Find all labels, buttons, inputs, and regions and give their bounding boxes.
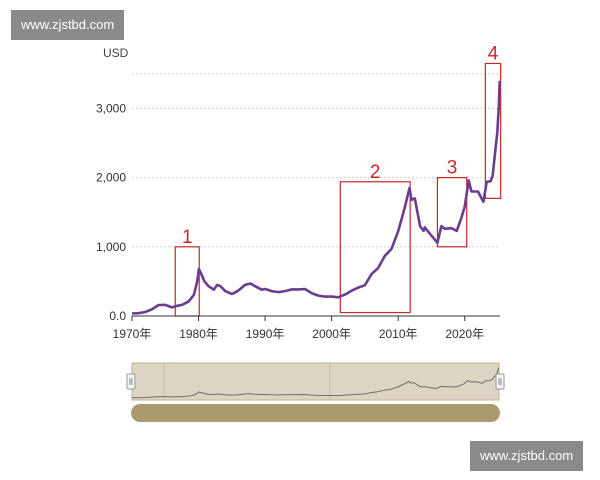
navigator-left-handle[interactable] bbox=[126, 373, 136, 390]
y-unit-label: USD bbox=[103, 46, 129, 60]
annotation-box-4 bbox=[484, 62, 502, 199]
price-series-line bbox=[131, 80, 501, 315]
annotation-label-4: 4 bbox=[488, 43, 499, 64]
annotation-box-3 bbox=[436, 177, 468, 248]
navigator-series-line bbox=[131, 367, 500, 399]
y-tick-label: 1,000 bbox=[96, 240, 126, 254]
annotation-boxes: 1 2 3 4 bbox=[174, 43, 502, 317]
x-tick-label: 2000年 bbox=[312, 327, 351, 341]
x-tick-label: 1970年 bbox=[113, 327, 152, 341]
y-tick-label: 0.0 bbox=[109, 309, 126, 323]
watermark-bottom: www.zjstbd.com bbox=[470, 441, 584, 471]
range-navigator[interactable] bbox=[126, 362, 505, 422]
x-tick-label: 2020年 bbox=[445, 327, 484, 341]
navigator-right-handle[interactable] bbox=[495, 373, 505, 390]
navigator-background bbox=[131, 362, 500, 401]
x-tick-label: 1990年 bbox=[246, 327, 285, 341]
y-tick-label: 2,000 bbox=[96, 171, 126, 185]
annotation-box-2 bbox=[339, 181, 411, 314]
annotation-label-3: 3 bbox=[447, 158, 458, 179]
y-tick-label: 3,000 bbox=[96, 101, 126, 115]
x-tick-label: 1980年 bbox=[179, 327, 218, 341]
annotation-label-2: 2 bbox=[370, 162, 381, 183]
series-layer bbox=[131, 80, 501, 315]
watermark-top: www.zjstbd.com bbox=[11, 10, 125, 40]
x-tick-label: 2010年 bbox=[379, 327, 418, 341]
annotation-label-1: 1 bbox=[182, 227, 193, 248]
navigator-scrollbar[interactable] bbox=[131, 404, 500, 422]
axes: USD 0.0 1,000 2,000 3,000 1970年 1980年 1990年 2000… bbox=[96, 46, 500, 341]
grid-lines bbox=[132, 73, 500, 317]
